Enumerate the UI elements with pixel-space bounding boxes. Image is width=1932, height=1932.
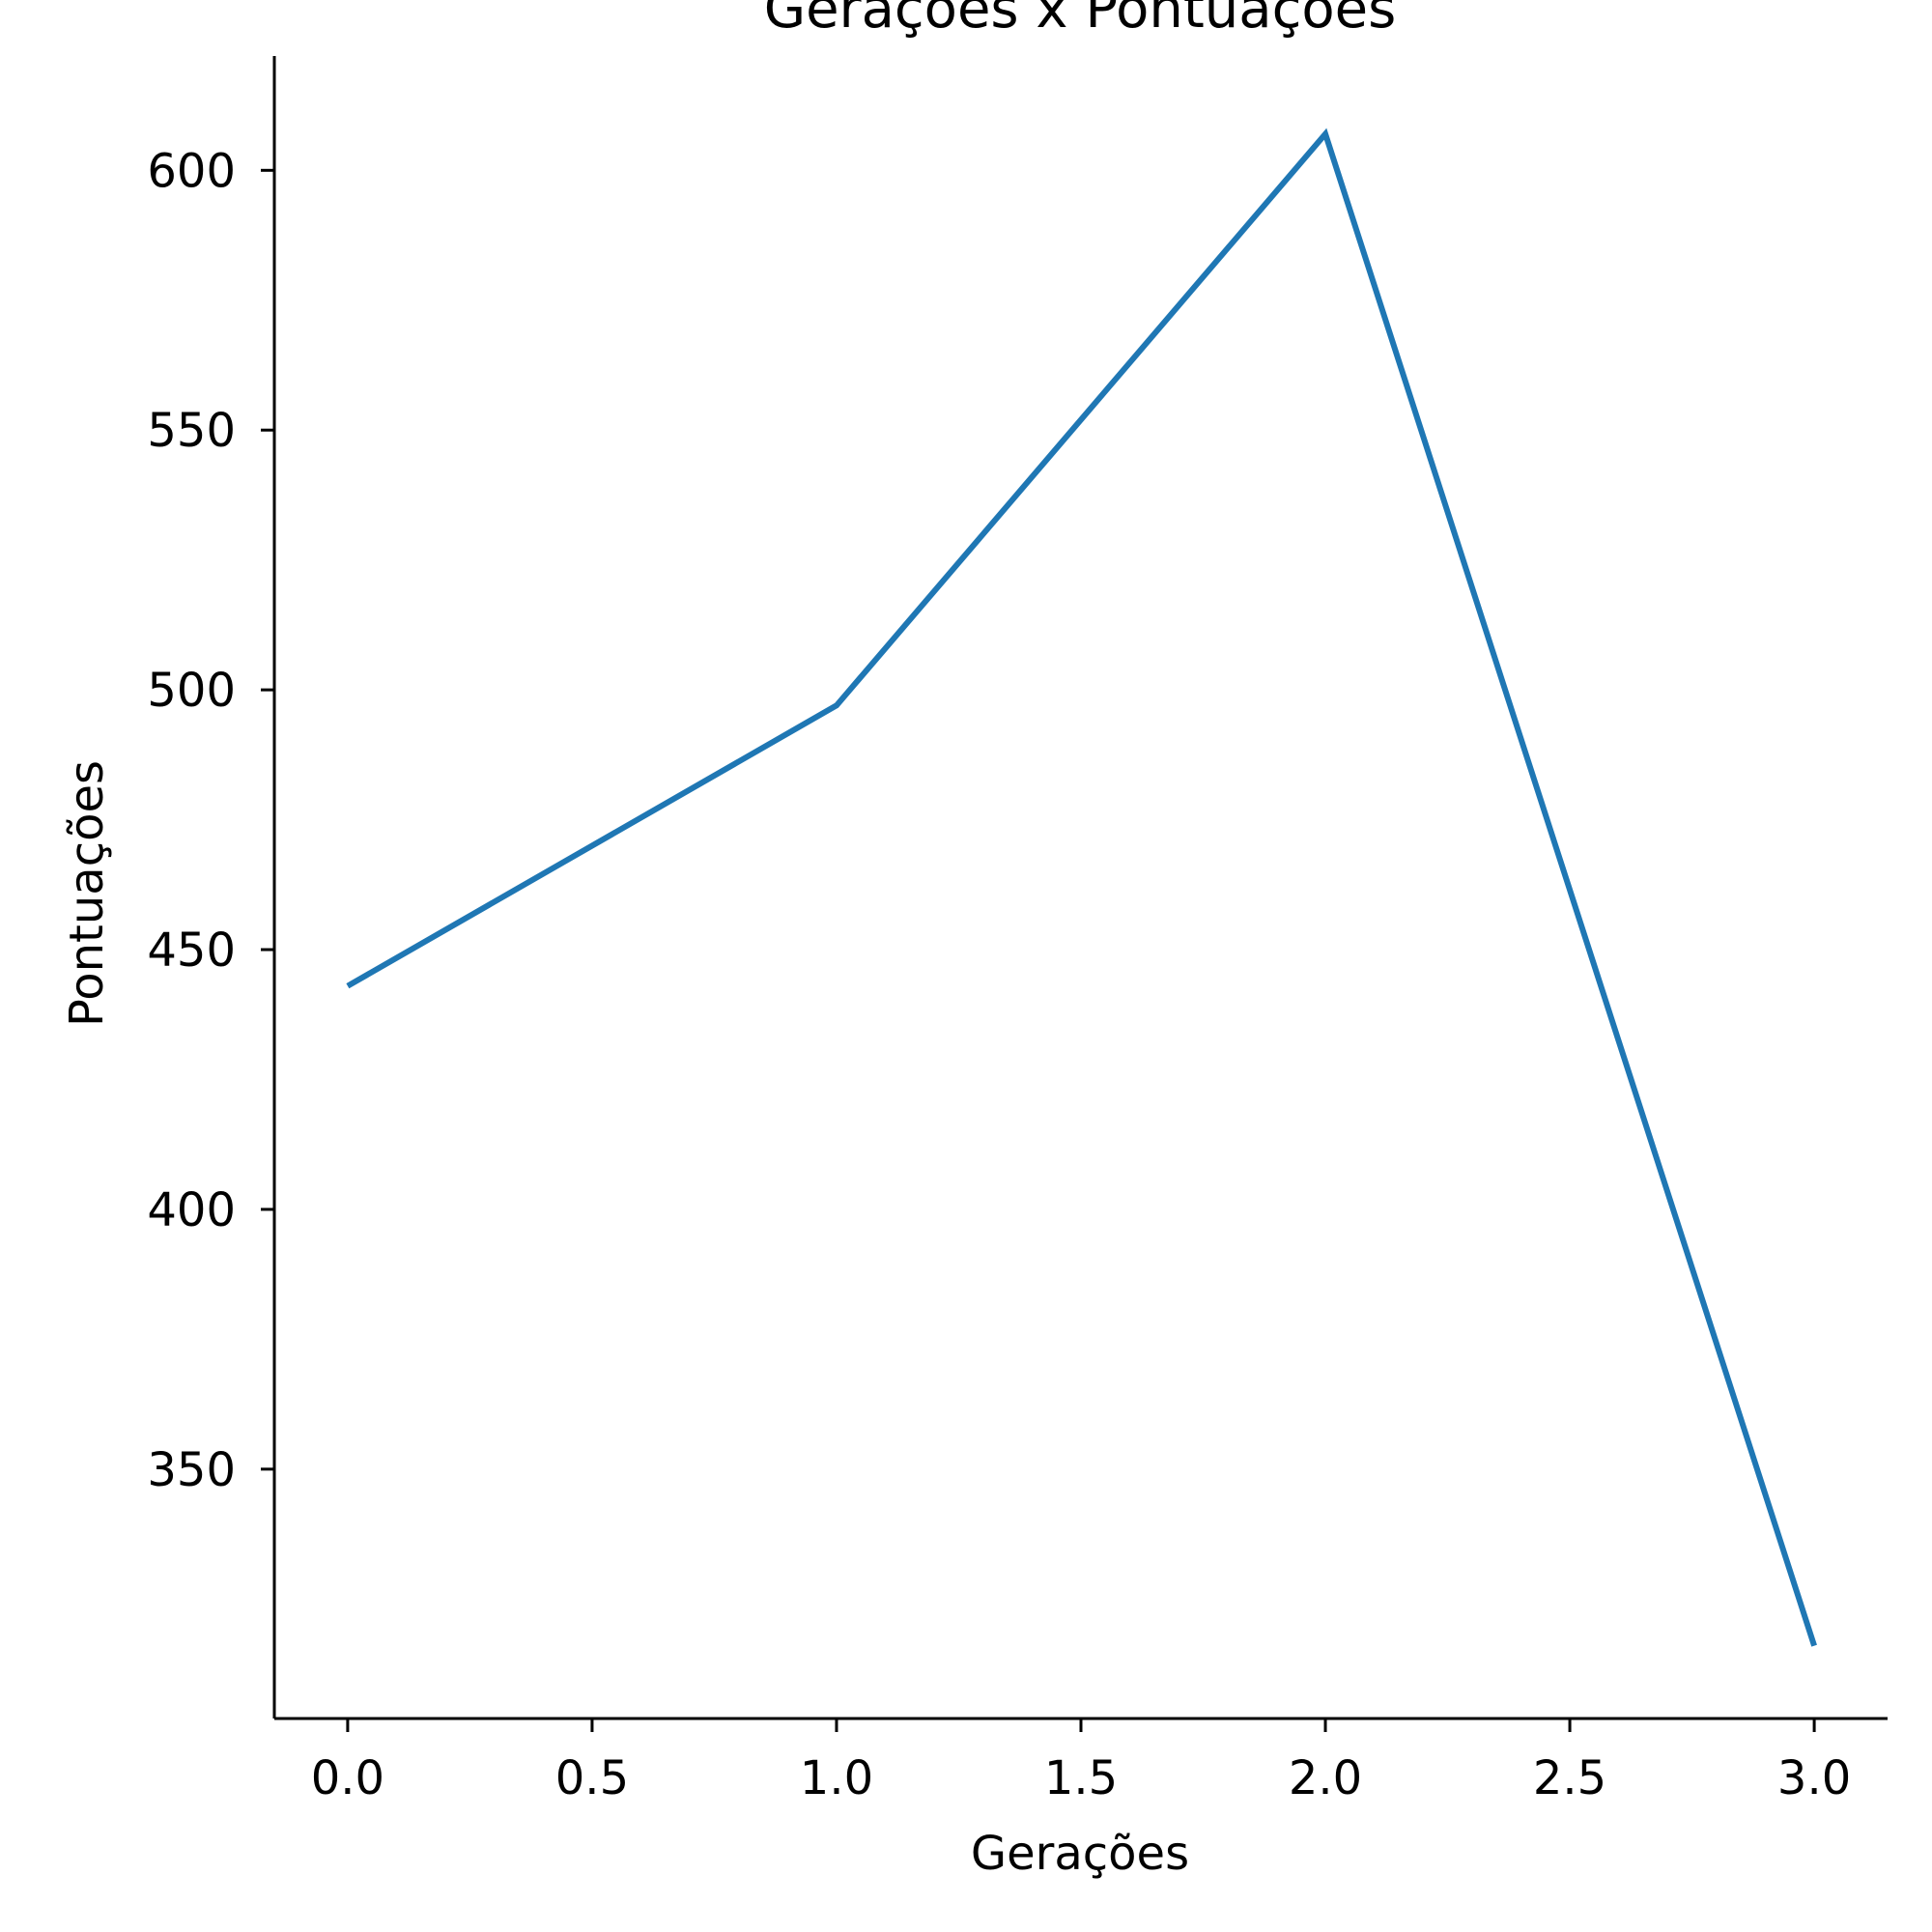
x-tick-label: 0.0 (311, 1751, 384, 1805)
series-layer (346, 128, 1817, 1647)
y-axis: 350 400 450 500 550 600 (147, 144, 274, 1497)
x-tick-label: 0.5 (555, 1751, 629, 1805)
x-axis-label: Gerações (971, 1827, 1189, 1881)
x-tick-label: 3.0 (1777, 1751, 1851, 1805)
y-tick-label: 500 (147, 664, 236, 718)
series-line-0 (346, 128, 1817, 1647)
y-tick-label: 600 (147, 144, 236, 198)
y-axis-label: Pontuações (60, 760, 114, 1027)
chart-title: Gerações x Pontuações (764, 0, 1397, 41)
y-tick-label: 550 (147, 404, 236, 458)
x-tick-label: 1.0 (800, 1751, 873, 1805)
x-tick-label: 2.5 (1533, 1751, 1606, 1805)
y-tick-label: 350 (147, 1443, 236, 1497)
x-tick-label: 2.0 (1289, 1751, 1362, 1805)
y-tick-label: 450 (147, 923, 236, 978)
x-tick-label: 1.5 (1044, 1751, 1118, 1805)
x-axis: 0.0 0.5 1.0 1.5 2.0 2.5 3.0 (311, 1719, 1851, 1805)
y-tick-label: 400 (147, 1183, 236, 1237)
